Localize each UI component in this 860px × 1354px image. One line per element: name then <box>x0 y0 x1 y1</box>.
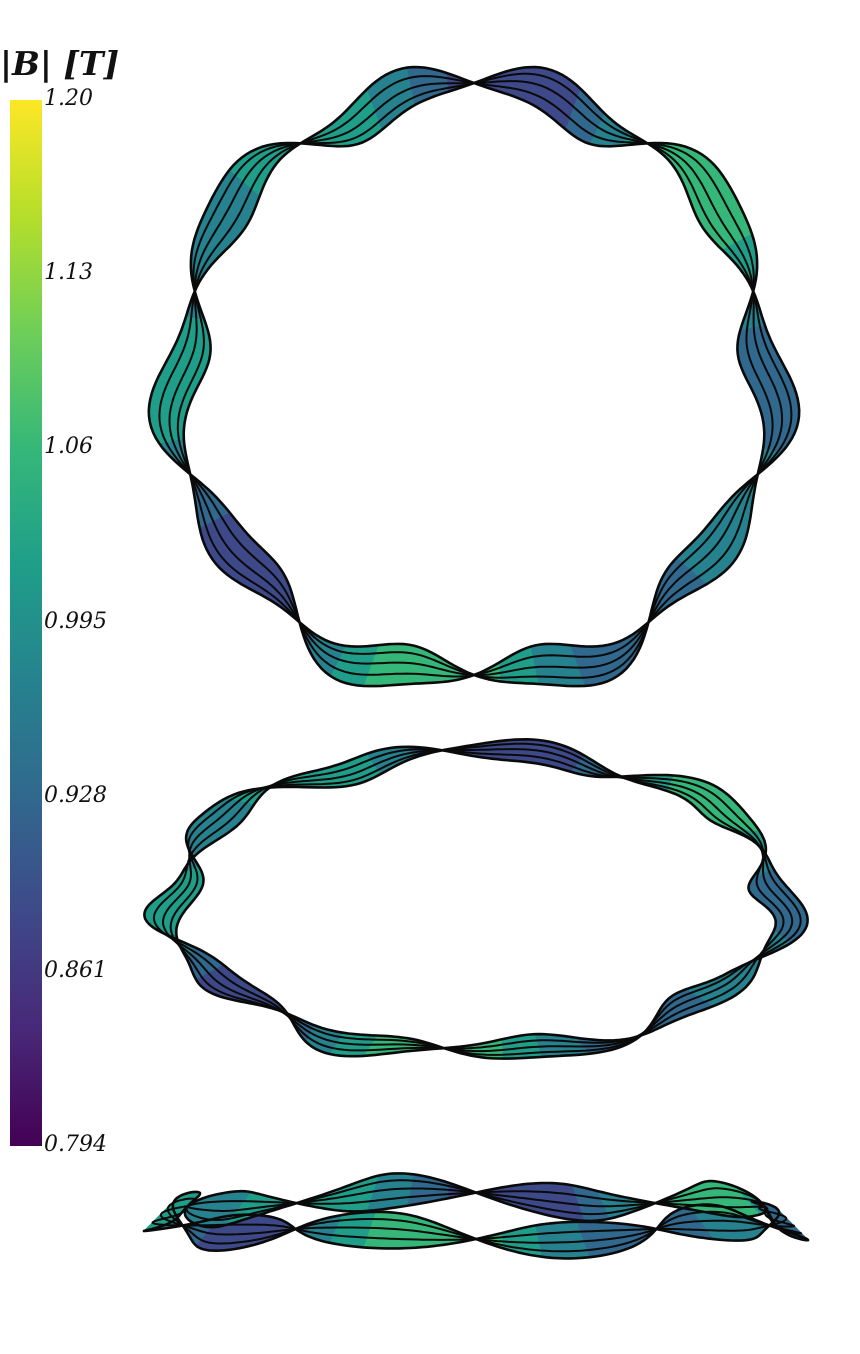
field-line <box>151 1190 788 1241</box>
field-line <box>142 1181 781 1250</box>
colorbar <box>10 100 42 1146</box>
surface-segment <box>153 381 201 389</box>
colorbar-tick-label: 0.794 <box>44 1132 107 1157</box>
field-line <box>147 65 766 688</box>
colorbar-tick-label: 1.20 <box>44 86 93 111</box>
field-line <box>168 80 784 677</box>
field-line <box>159 1187 796 1244</box>
field-line <box>175 737 809 1060</box>
colorbar-tick-label: 0.995 <box>44 609 107 634</box>
field-line <box>176 72 793 679</box>
colorbar-title: |B| [T] <box>0 44 120 83</box>
colorbar-tick-label: 1.13 <box>44 260 93 285</box>
colorbar-tick-label: 0.928 <box>44 783 107 808</box>
colorbar-tick-label: 0.861 <box>44 958 107 983</box>
side-view <box>142 1172 810 1260</box>
colorbar-tick-label: 1.06 <box>44 434 93 459</box>
field-line <box>166 1179 803 1253</box>
surface-segment <box>744 376 793 383</box>
oblique-view <box>143 737 809 1060</box>
top-view <box>147 65 801 688</box>
field-line <box>171 1172 810 1260</box>
field-line <box>158 75 774 678</box>
field-line <box>182 65 801 688</box>
